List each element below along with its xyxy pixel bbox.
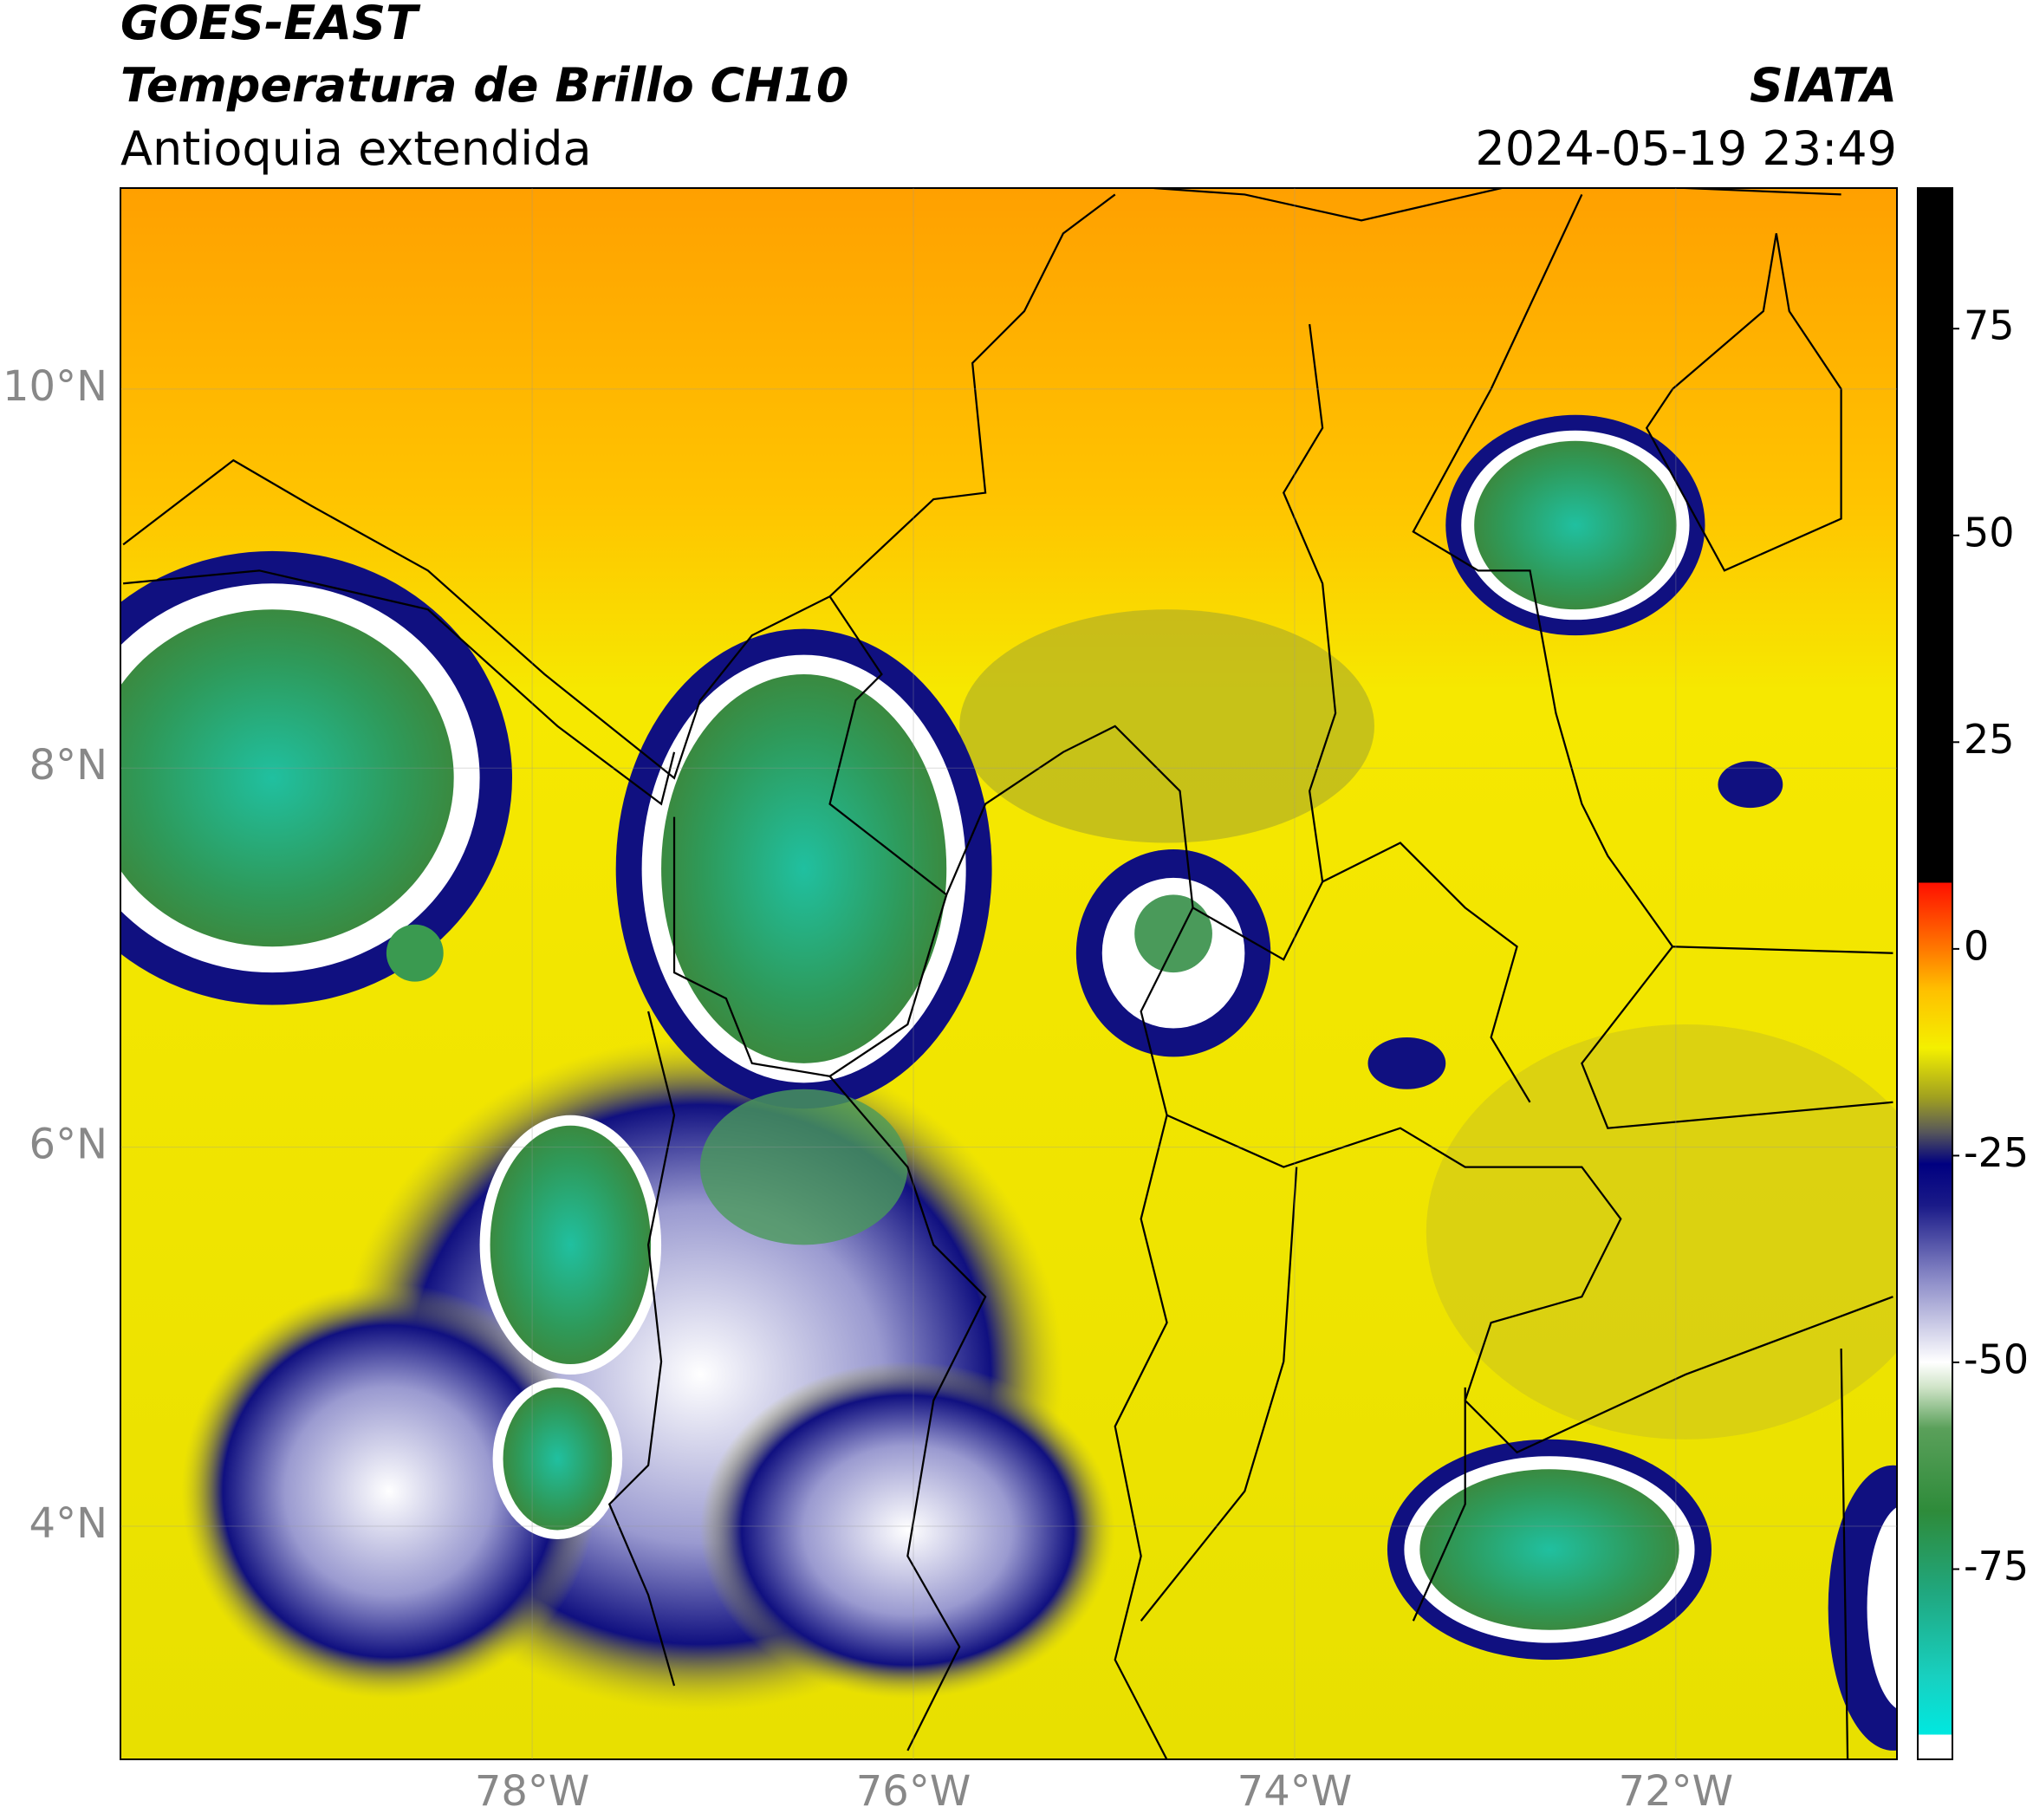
satellite-image <box>120 188 1897 1759</box>
colorbar-tick-label: 25 <box>1964 716 2015 763</box>
y-tick-label: 4°N <box>29 1499 107 1548</box>
colorbar-tick-label: -75 <box>1964 1543 2029 1589</box>
y-tick-label: 6°N <box>29 1121 107 1169</box>
x-tick-label: 76°W <box>856 1767 971 1816</box>
colorbar-tick-label: -25 <box>1964 1129 2029 1176</box>
subtitle: Temperatura de Brillo CH10 <box>120 58 849 113</box>
map-frame <box>120 187 1898 1760</box>
title: GOES-EAST <box>120 0 421 50</box>
colorbar-tick-label: -50 <box>1964 1336 2029 1382</box>
x-tick-label: 78°W <box>475 1767 590 1816</box>
y-tick-label: 10°N <box>3 362 107 411</box>
colorbar-tick-label: 50 <box>1964 509 2015 556</box>
x-tick-label: 72°W <box>1619 1767 1734 1816</box>
colorbar <box>1917 187 1953 1760</box>
x-tick-label: 74°W <box>1237 1767 1353 1816</box>
region: Antioquia extendida <box>120 121 592 176</box>
colorbar-tick-label: 0 <box>1964 922 1989 969</box>
colorbar-tick-label: 75 <box>1964 302 2015 349</box>
timestamp: 2024-05-19 23:49 <box>1475 121 1897 176</box>
y-tick-label: 8°N <box>29 741 107 790</box>
source: SIATA <box>1750 58 1897 113</box>
